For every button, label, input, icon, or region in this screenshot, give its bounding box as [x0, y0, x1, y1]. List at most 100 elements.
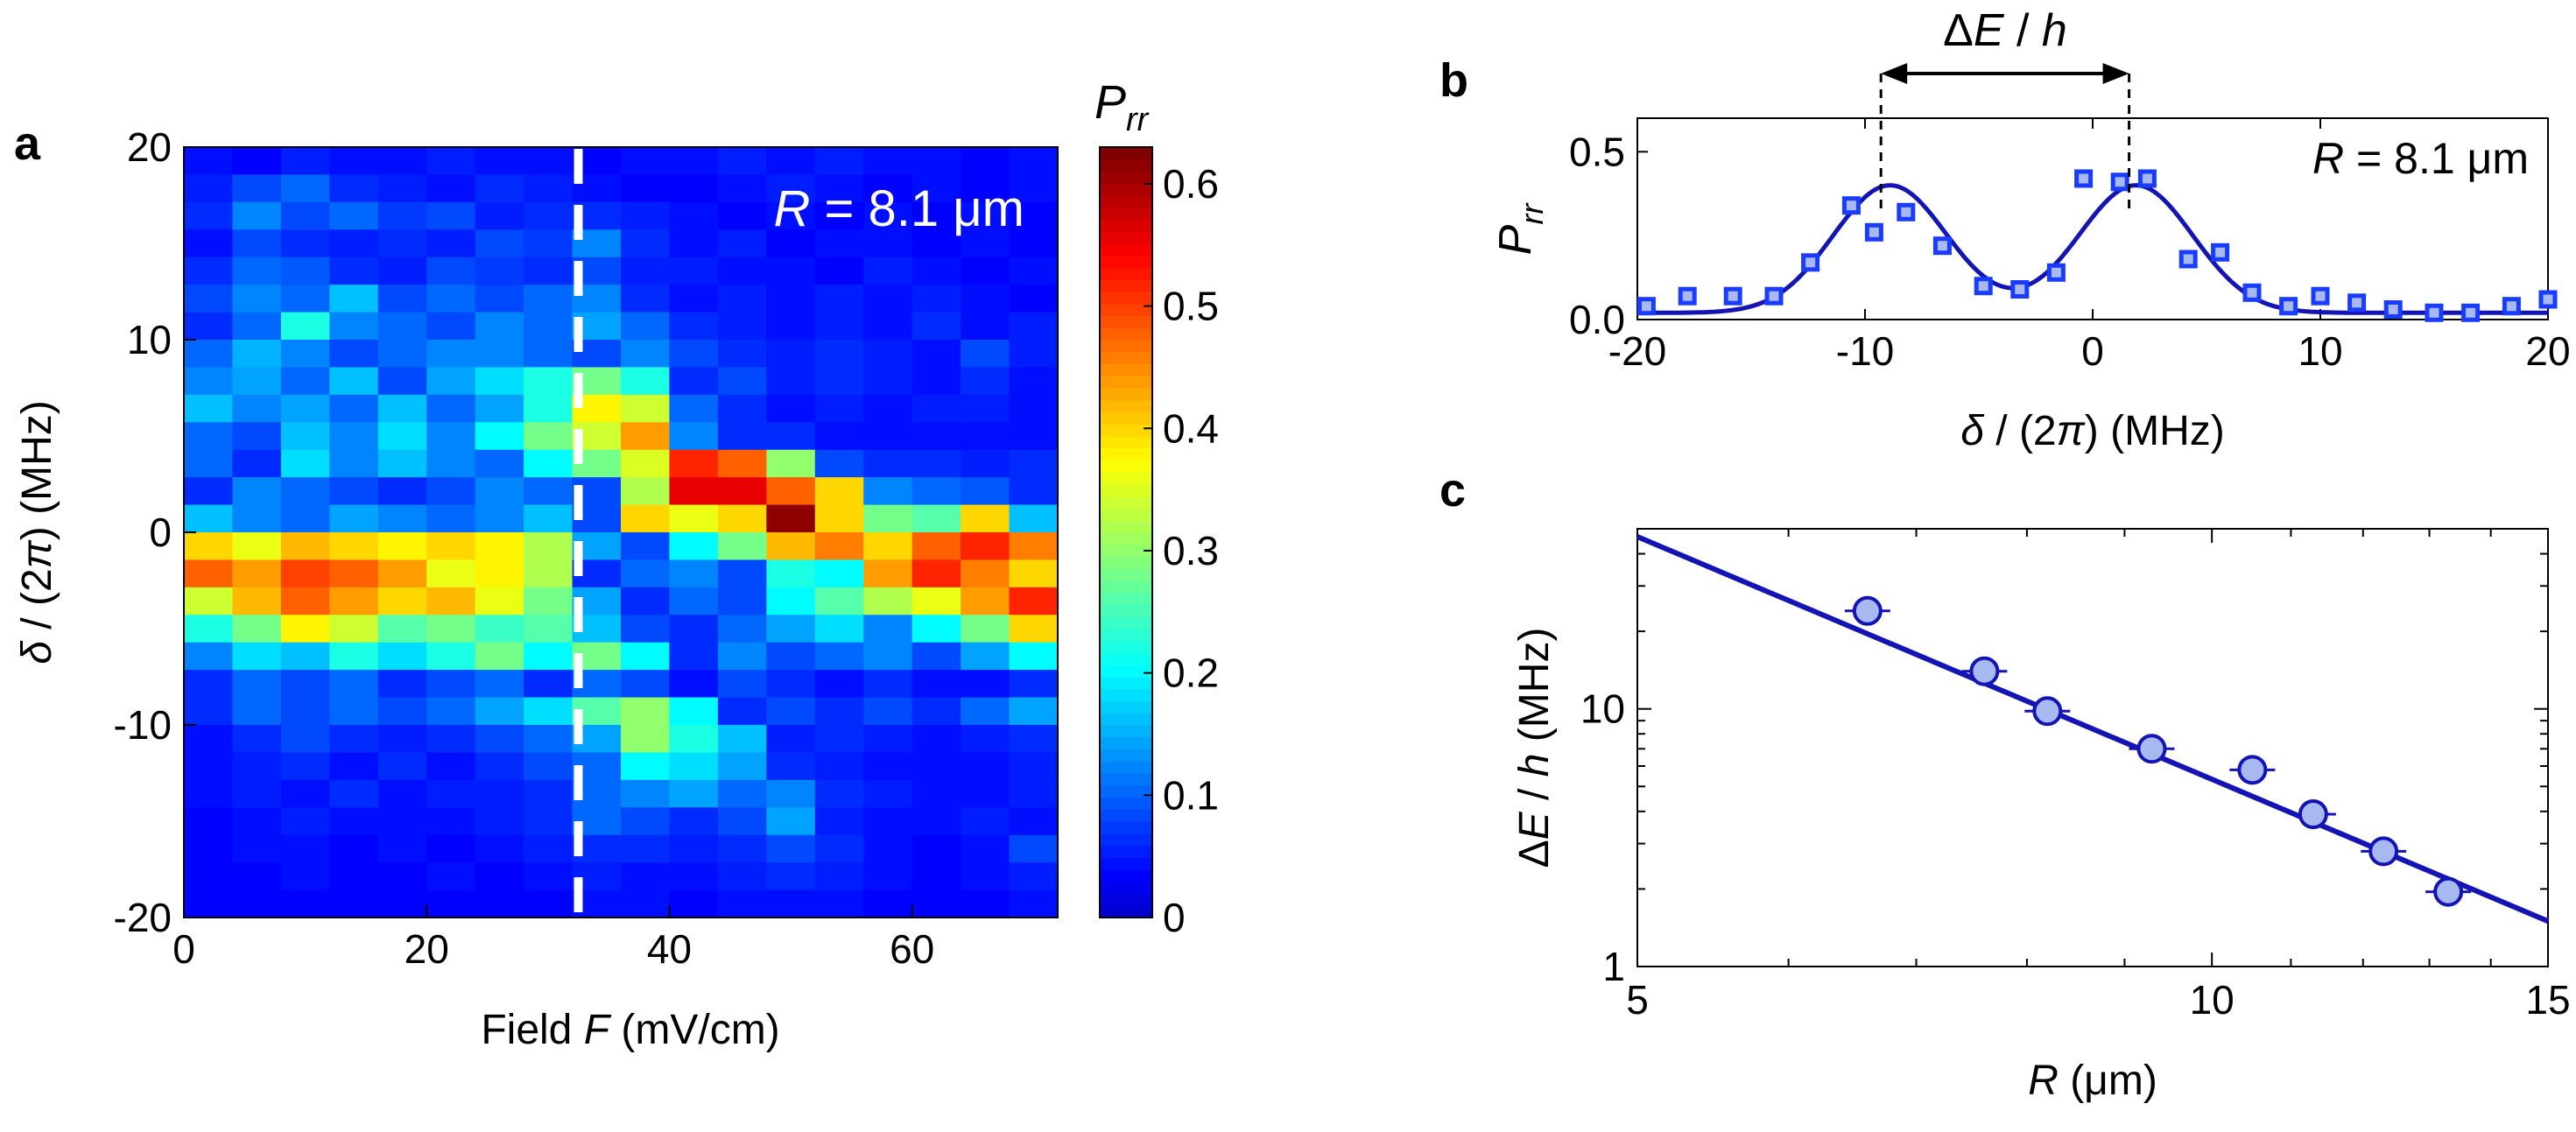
scaling-y-axis-label: ΔE / h (MHz) — [1511, 628, 1558, 868]
heatmap-cell — [232, 862, 282, 891]
colorbar-step — [1100, 388, 1152, 401]
heatmap-cell — [184, 504, 234, 533]
heatmap-cell — [863, 889, 913, 918]
heatmap-cell — [766, 725, 816, 754]
scaling-x-tick-label: 10 — [2190, 977, 2235, 1023]
heatmap-cell — [475, 312, 524, 341]
heatmap-cell — [232, 449, 282, 478]
heatmap-cell — [621, 257, 671, 285]
heatmap-cell — [911, 340, 961, 369]
heatmap-cell — [184, 670, 234, 699]
heatmap-cell — [377, 779, 427, 808]
heatmap-cell — [669, 449, 719, 478]
heatmap-cell — [377, 147, 427, 176]
colorbar-step — [1100, 460, 1152, 473]
heatmap-cell — [475, 642, 524, 671]
heatmap-cell — [814, 834, 864, 863]
heatmap-cell — [524, 752, 574, 781]
heatmap-cell — [524, 862, 574, 891]
heatmap-cell — [524, 340, 574, 369]
scaling-data-point — [2298, 799, 2328, 830]
heatmap-cell — [377, 394, 427, 423]
heatmap-cell — [717, 229, 767, 258]
heatmap-cell — [766, 367, 816, 396]
heatmap-cell — [766, 201, 816, 230]
heatmap-cell — [717, 834, 767, 863]
heatmap-cell — [280, 367, 330, 396]
heatmap-cell — [766, 697, 816, 726]
heatmap-cell — [377, 285, 427, 313]
heatmap-cell — [863, 725, 913, 754]
heatmap-cell — [961, 394, 1010, 423]
heatmap-cell — [184, 587, 234, 615]
colorbar-frame — [1099, 146, 1153, 918]
heatmap-cell — [377, 257, 427, 285]
heatmap-cell — [669, 807, 719, 836]
heatmap-cell — [766, 862, 816, 891]
heatmap-cell — [184, 394, 234, 423]
heatmap-cell — [1009, 201, 1059, 230]
panel-a-label: a — [14, 117, 41, 170]
heatmap-cell — [717, 752, 767, 781]
colorbar-step — [1100, 255, 1152, 269]
heatmap-cell — [621, 834, 671, 863]
heatmap-cell — [329, 889, 379, 918]
colorbar-step — [1100, 713, 1152, 726]
heatmap-cell — [426, 312, 476, 341]
heatmap-cell — [184, 615, 234, 643]
heatmap-cell — [669, 725, 719, 754]
heatmap-cell — [814, 340, 864, 369]
spectrum-arrowhead-left — [1881, 63, 1908, 84]
heatmap-cell — [1009, 312, 1059, 341]
colorbar-step — [1100, 147, 1152, 160]
heatmap-cell — [766, 504, 816, 533]
heatmap-cell — [184, 257, 234, 285]
heatmap-cell — [621, 779, 671, 808]
scaling-x-axis-label: R (μm) — [2028, 1058, 2157, 1104]
heatmap-cell — [717, 615, 767, 643]
heatmap-cell — [717, 147, 767, 176]
scaling-y-tick-label: 1 — [1602, 944, 1625, 989]
heatmap-cell — [863, 174, 913, 203]
colorbar-step — [1100, 267, 1152, 280]
spectrum-x-tick-label: -10 — [1836, 328, 1894, 374]
heatmap-cell — [669, 257, 719, 285]
heatmap-cell — [1009, 504, 1059, 533]
colorbar-step — [1100, 700, 1152, 714]
heatmap-cell — [524, 147, 574, 176]
heatmap-cell — [280, 340, 330, 369]
colorbar-tick-label: 0 — [1163, 895, 1186, 940]
heatmap-cell — [717, 889, 767, 918]
heatmap-cell — [232, 257, 282, 285]
heatmap-cell — [329, 229, 379, 258]
heatmap-cell — [669, 862, 719, 891]
heatmap-cell — [766, 559, 816, 588]
heatmap-cell — [524, 779, 574, 808]
colorbar-step — [1100, 629, 1152, 642]
heatmap-cell — [766, 615, 816, 643]
heatmap-cell — [961, 229, 1010, 258]
spectrum-data-point — [2347, 293, 2367, 313]
spectrum-data-point — [2110, 172, 2129, 192]
heatmap-cell — [280, 449, 330, 478]
heatmap-cell — [814, 229, 864, 258]
heatmap-cell — [911, 559, 961, 588]
heatmap-cell — [911, 257, 961, 285]
heatmap-cell — [377, 422, 427, 451]
heatmap-cell — [717, 394, 767, 423]
colorbar-step — [1100, 893, 1152, 906]
heatmap-cell — [426, 559, 476, 588]
panel-c-label: c — [1439, 464, 1466, 517]
heatmap-y-tick-label: 0 — [149, 510, 172, 555]
heatmap-cell — [184, 285, 234, 313]
heatmap-cell — [717, 587, 767, 615]
heatmap-cell — [232, 670, 282, 699]
heatmap-cell — [524, 642, 574, 671]
heatmap-cell — [911, 642, 961, 671]
heatmap-cell — [1009, 477, 1059, 506]
spectrum-data-point — [1897, 202, 1916, 221]
heatmap-cell — [961, 367, 1010, 396]
colorbar-step — [1100, 725, 1152, 738]
heatmap-cell — [377, 807, 427, 836]
heatmap-cell — [669, 312, 719, 341]
